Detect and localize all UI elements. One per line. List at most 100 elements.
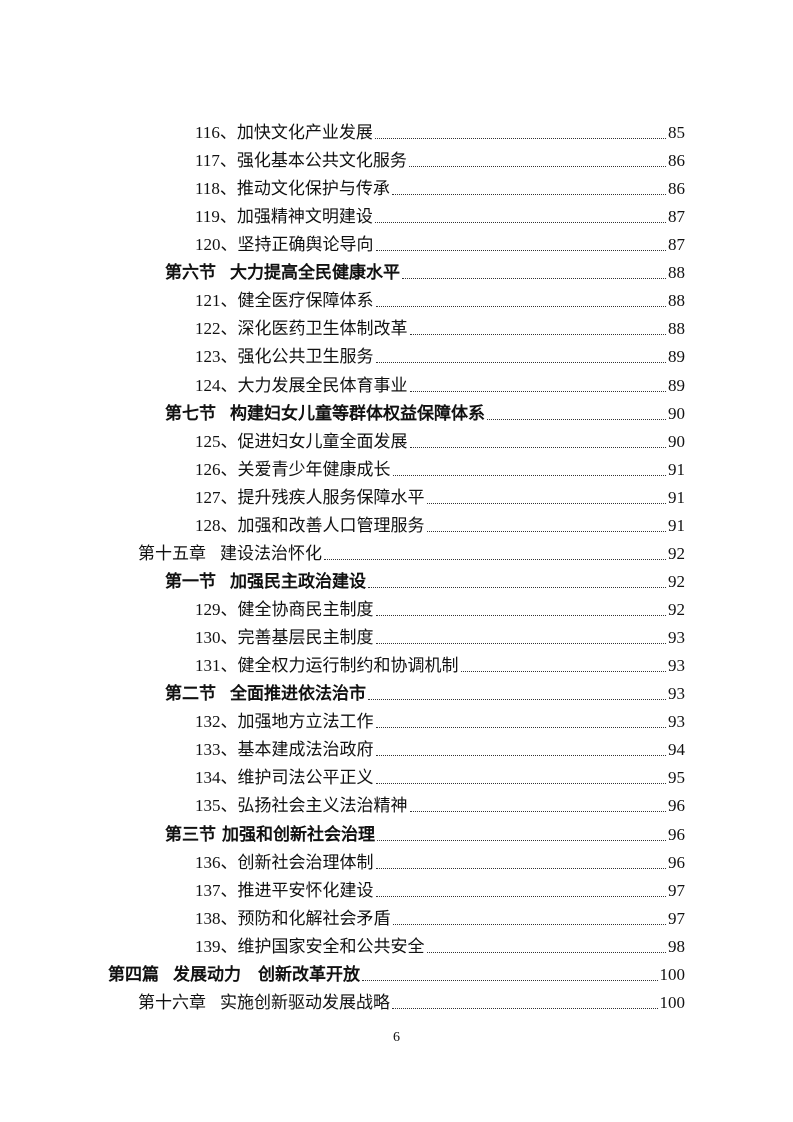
toc-item-entry[interactable]: 137、推进平安怀化建设 97 — [195, 874, 685, 902]
toc-item-entry[interactable]: 130、完善基层民主制度 93 — [195, 621, 685, 649]
toc-item-entry[interactable]: 124、大力发展全民体育事业 89 — [195, 369, 685, 397]
toc-chapter-entry[interactable]: 第十六章 实施创新驱动发展战略 100 — [138, 986, 685, 1014]
toc-entry-title: 提升残疾人服务保障水平 — [237, 487, 425, 507]
toc-entry-label: 119、加强精神文明建设 — [195, 206, 373, 228]
toc-entry-label: 第十六章 实施创新驱动发展战略 — [138, 992, 390, 1014]
dot-leader — [374, 222, 666, 224]
toc-entry-number: 第二节 — [165, 684, 216, 704]
toc-item-entry[interactable]: 129、健全协商民主制度 92 — [195, 593, 685, 621]
toc-entry-number: 138、 — [195, 908, 238, 928]
toc-entry-title: 加强地方立法工作 — [237, 712, 374, 732]
toc-entry-number: 131、 — [195, 656, 238, 676]
toc-entry-number: 119、 — [195, 207, 237, 227]
toc-entry-title: 维护国家安全和公共安全 — [237, 936, 425, 956]
toc-item-entry[interactable]: 133、基本建成法治政府 94 — [195, 733, 685, 761]
toc-section-entry[interactable]: 第六节 大力提高全民健康水平 88 — [165, 256, 685, 284]
toc-entry-label: 123、强化公共卫生服务 — [195, 346, 374, 368]
toc-entry-title: 全面推进依法治市 — [230, 684, 366, 704]
toc-item-entry[interactable]: 127、提升残疾人服务保障水平 91 — [195, 481, 685, 509]
dot-leader — [409, 446, 666, 448]
toc-entry-number: 118、 — [195, 179, 237, 199]
dot-leader — [375, 867, 666, 869]
toc-entry-title: 弘扬社会主义法治精神 — [237, 796, 408, 816]
toc-item-entry[interactable]: 136、创新社会治理体制 96 — [195, 846, 685, 874]
dot-leader — [374, 138, 666, 139]
toc-entry-label: 122、深化医药卫生体制改革 — [195, 318, 408, 340]
toc-entry-title: 加强和创新社会治理 — [222, 824, 375, 844]
toc-entry-label: 139、维护国家安全和公共安全 — [195, 936, 425, 958]
toc-part-entry[interactable]: 第四篇 发展动力 创新改革开放 100 — [108, 958, 685, 986]
toc-item-entry[interactable]: 118、推动文化保护与传承 86 — [195, 172, 685, 200]
toc-item-entry[interactable]: 122、深化医药卫生体制改革 88 — [195, 312, 685, 340]
dot-leader — [375, 362, 666, 364]
page-number: 6 — [393, 1030, 400, 1045]
toc-entry-title: 加强和改善人口管理服务 — [237, 515, 425, 535]
toc-entry-title: 实施创新驱动发展战略 — [220, 992, 390, 1012]
toc-section-entry[interactable]: 第一节 加强民主政治建设 92 — [165, 565, 685, 593]
toc-entry-page: 92 — [668, 571, 685, 591]
toc-section-entry[interactable]: 第七节 构建妇女儿童等群体权益保障体系 90 — [165, 397, 685, 425]
toc-item-entry[interactable]: 128、加强和改善人口管理服务 91 — [195, 509, 685, 537]
toc-entry-number: 第一节 — [165, 571, 216, 591]
toc-entry-page: 93 — [668, 656, 685, 676]
toc-item-entry[interactable]: 134、维护司法公平正义 95 — [195, 761, 685, 789]
dot-leader — [426, 530, 666, 532]
toc-item-entry[interactable]: 119、加强精神文明建设 87 — [195, 200, 685, 228]
toc-section-entry[interactable]: 第二节 全面推进依法治市 93 — [165, 677, 685, 705]
toc-entry-label: 第三节 加强和创新社会治理 — [165, 824, 375, 846]
toc-entry-number: 116、 — [195, 123, 237, 142]
toc-entry-number: 135、 — [195, 796, 238, 816]
toc-item-entry[interactable]: 123、强化公共卫生服务 89 — [195, 340, 685, 368]
toc-entry-page: 93 — [668, 712, 685, 732]
dot-leader — [377, 839, 666, 841]
toc-entry-title: 基本建成法治政府 — [237, 740, 374, 760]
toc-entry-title: 建设法治怀化 — [220, 543, 322, 563]
toc-entry-number: 127、 — [195, 487, 238, 507]
toc-entry-label: 132、加强地方立法工作 — [195, 711, 374, 733]
toc-entry-label: 127、提升残疾人服务保障水平 — [195, 487, 425, 509]
toc-chapter-entry[interactable]: 第十五章 建设法治怀化 92 — [138, 537, 685, 565]
toc-entry-page: 89 — [668, 375, 685, 395]
toc-entry-label: 第二节 全面推进依法治市 — [165, 683, 366, 705]
toc-entry-number: 134、 — [195, 768, 238, 788]
dot-leader — [392, 923, 666, 925]
toc-entry-page: 95 — [668, 768, 685, 788]
toc-item-entry[interactable]: 126、关爱青少年健康成长 91 — [195, 453, 685, 481]
toc-entry-label: 131、健全权力运行制约和协调机制 — [195, 655, 459, 677]
toc-entry-number: 129、 — [195, 600, 238, 620]
toc-entry-number: 124、 — [195, 375, 238, 395]
toc-entry-label: 第七节 构建妇女儿童等群体权益保障体系 — [165, 403, 485, 425]
dot-leader — [368, 699, 666, 701]
toc-entry-page: 100 — [659, 992, 686, 1012]
toc-item-entry[interactable]: 117、强化基本公共文化服务 86 — [195, 144, 685, 172]
toc-entry-page: 97 — [668, 880, 685, 900]
toc-entry-page: 92 — [668, 543, 685, 563]
toc-item-entry[interactable]: 131、健全权力运行制约和协调机制 93 — [195, 649, 685, 677]
toc-item-entry[interactable]: 120、坚持正确舆论导向 87 — [195, 228, 685, 256]
toc-entry-number: 133、 — [195, 740, 238, 760]
toc-entry-number: 第十六章 — [138, 992, 206, 1012]
toc-section-entry[interactable]: 第三节 加强和创新社会治理 96 — [165, 818, 685, 846]
toc-item-entry[interactable]: 132、加强地方立法工作 93 — [195, 705, 685, 733]
toc-entry-number: 第六节 — [165, 263, 216, 283]
toc-item-entry[interactable]: 135、弘扬社会主义法治精神 96 — [195, 789, 685, 817]
toc-item-entry[interactable]: 116、加快文化产业发展 85 — [195, 116, 685, 144]
dot-leader — [375, 615, 666, 617]
toc-entry-label: 137、推进平安怀化建设 — [195, 880, 374, 902]
toc-entry-title: 健全协商民主制度 — [237, 600, 374, 620]
toc-entry-title: 强化基本公共文化服务 — [236, 151, 407, 171]
toc-item-entry[interactable]: 139、维护国家安全和公共安全 98 — [195, 930, 685, 958]
toc-item-entry[interactable]: 121、健全医疗保障体系 88 — [195, 284, 685, 312]
toc-item-entry[interactable]: 125、促进妇女儿童全面发展 90 — [195, 425, 685, 453]
toc-entry-label: 第十五章 建设法治怀化 — [138, 543, 322, 565]
toc-entry-label: 136、创新社会治理体制 — [195, 852, 374, 874]
toc-entry-page: 90 — [668, 403, 685, 423]
dot-leader — [375, 895, 666, 897]
dot-leader — [426, 502, 666, 504]
toc-item-entry[interactable]: 138、预防和化解社会矛盾 97 — [195, 902, 685, 930]
toc-entry-number: 125、 — [195, 431, 238, 451]
toc-entry-number: 117、 — [195, 151, 237, 171]
toc-entry-title: 推动文化保护与传承 — [236, 179, 390, 199]
toc-entry-label: 126、关爱青少年健康成长 — [195, 459, 391, 481]
toc-entry-page: 88 — [668, 319, 685, 339]
